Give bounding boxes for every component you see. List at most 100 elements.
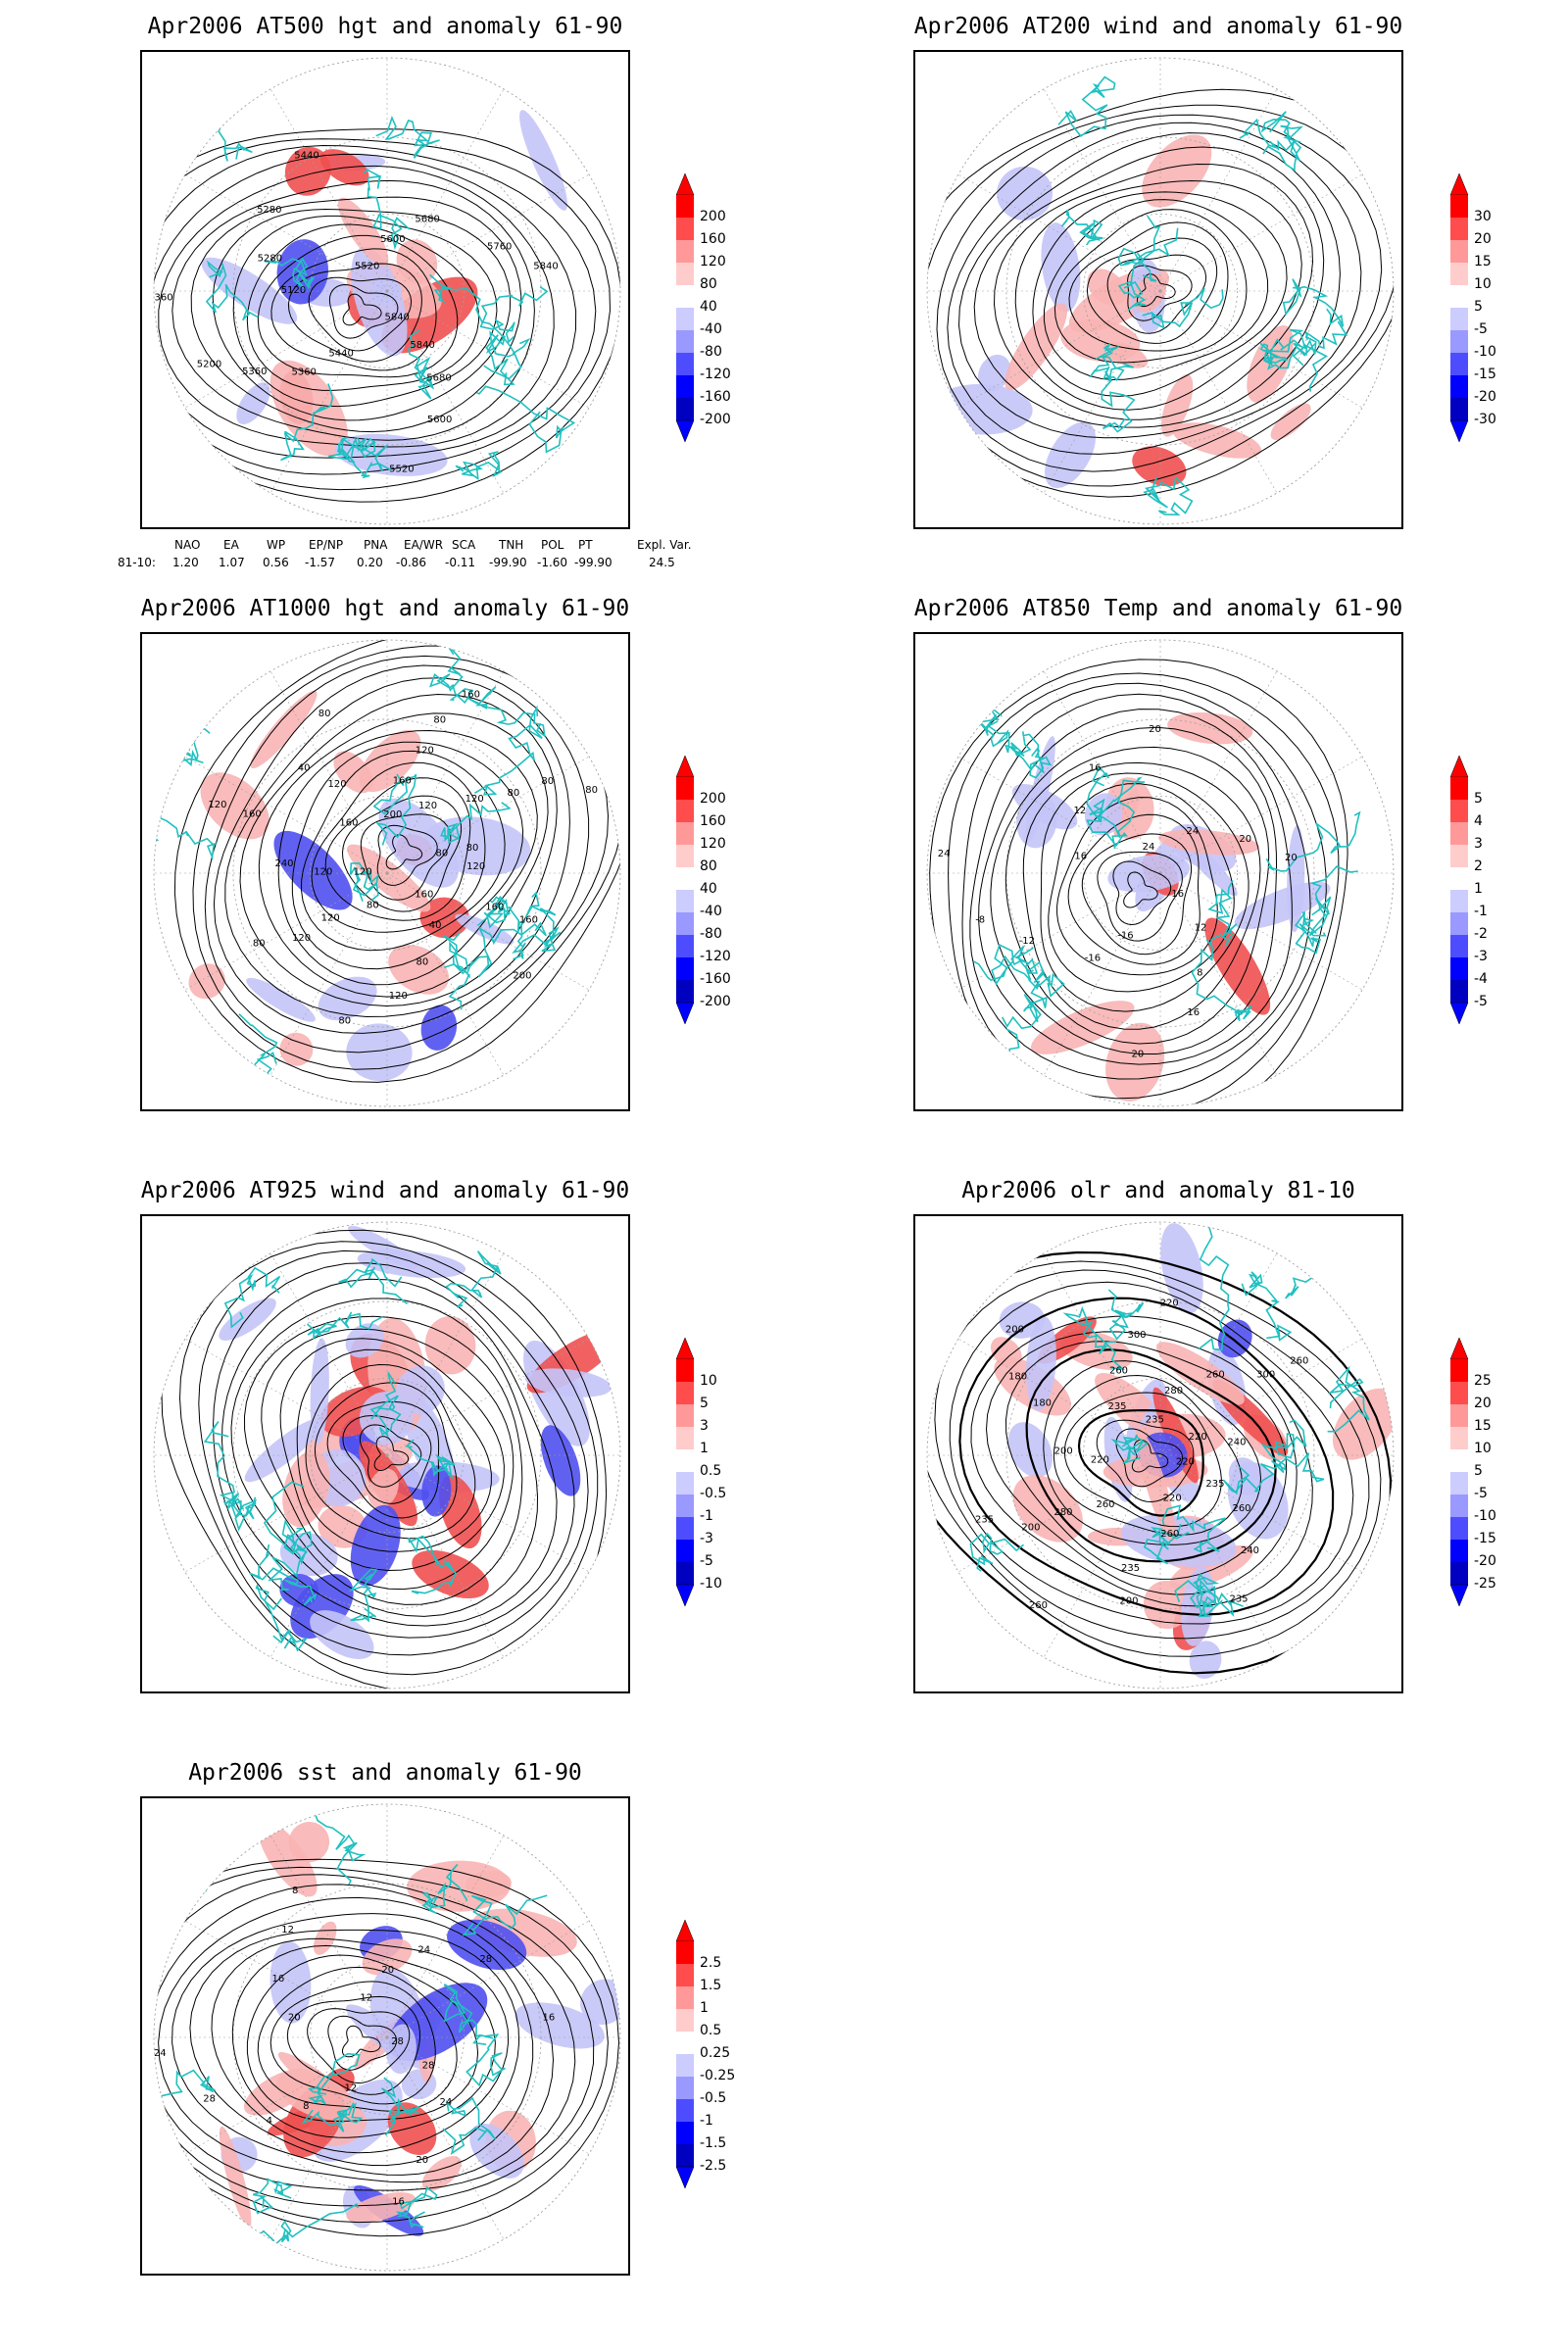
contour-label: 5600: [427, 415, 452, 425]
contour-label: 28: [203, 2093, 216, 2104]
colorbar-tick-label: 5: [1474, 1463, 1483, 1479]
contour-line: [300, 750, 506, 952]
anomaly-shading: [1158, 829, 1259, 856]
colorbar-tick-label: 160: [700, 231, 726, 247]
anomaly-shading: [469, 2123, 524, 2179]
latitude-circle: [310, 1378, 465, 1533]
colorbar-segment: [676, 330, 694, 353]
anomaly-shading: [931, 383, 1033, 435]
coastline: [172, 724, 211, 766]
anomaly-shading: [346, 1023, 413, 1082]
colorbar-tick-label: -4: [1474, 971, 1488, 987]
coastline: [507, 906, 562, 960]
colorbar-tick-label: -160: [700, 389, 731, 405]
colorbar-tick-label: 30: [1474, 209, 1492, 224]
contour-label: 80: [367, 901, 379, 911]
contour-label: 160: [462, 690, 480, 701]
contour-line: [257, 1966, 458, 2112]
colorbar-tick-label: 25: [1474, 1373, 1492, 1389]
colorbar-segment: [676, 1382, 694, 1404]
coastline: [306, 1311, 383, 1340]
contour-label: 235: [1229, 1593, 1248, 1604]
contour-line: [1032, 191, 1288, 397]
contour-label: 20: [1285, 853, 1298, 863]
coastline: [280, 383, 334, 462]
contour-label: 260: [1160, 1529, 1179, 1540]
coastline: [1198, 1222, 1230, 1351]
colorbar-tick-label: -1: [1474, 904, 1488, 919]
coastline: [375, 115, 440, 159]
contour-label: 235: [1121, 1563, 1140, 1574]
anomaly-shading: [347, 844, 431, 912]
colorbar-segment: [1450, 1449, 1468, 1472]
anomaly-shading: [284, 146, 331, 196]
polar-map: 80 120 160 160 200 160 40 80 120 80 80 120 120 80 120 1…: [153, 639, 621, 1107]
colorbar-tick-label: 5: [700, 1396, 709, 1411]
anomaly-shading: [318, 976, 377, 1021]
colorbar-tick-label: -80: [700, 926, 722, 942]
colorbar-segment: [676, 980, 694, 1003]
contour-line: [305, 1363, 476, 1540]
coastline: [479, 286, 549, 344]
coastline: [1060, 209, 1103, 246]
colorbar-tick-label: -120: [700, 367, 731, 382]
coastline: [1010, 945, 1065, 998]
contour-label: 300: [1127, 1330, 1146, 1341]
latitude-circle: [1083, 214, 1238, 368]
map-boundary: [153, 57, 621, 525]
colorbar-tick-label: 1: [700, 2000, 709, 2016]
index-header: Expl. Var.: [637, 538, 692, 552]
colorbar-segment: [1450, 980, 1468, 1003]
colorbar-tick-label: 1.5: [700, 1978, 722, 1993]
anomaly-shading: [276, 239, 328, 305]
anomaly-shading: [244, 1418, 324, 1483]
anomaly-shading: [519, 110, 567, 211]
contour-line: [1112, 860, 1172, 926]
latitude-circle: [310, 796, 465, 951]
contour-line: [970, 1315, 1313, 1607]
coastline: [972, 943, 1039, 986]
index-header: SCA: [452, 538, 476, 552]
colorbar-segment: [1450, 1472, 1468, 1494]
contour-line: [277, 729, 538, 986]
anomaly-shading: [1270, 403, 1311, 440]
colorbar-segment: [676, 1562, 694, 1585]
colorbar: 30 20 15 10 5 -5 -10 -15 -20 -30: [1449, 172, 1496, 465]
contour-label: 160: [415, 889, 433, 900]
colorbar-segment: [676, 777, 694, 800]
colorbar-tick-label: 40: [700, 881, 717, 897]
colorbar-tick-label: 2: [1474, 858, 1483, 874]
contour-line: [1127, 265, 1193, 321]
coastline: [421, 1863, 468, 1914]
anomaly-shading: [997, 166, 1054, 221]
colorbar-tick-label: -80: [700, 344, 722, 360]
colorbar-segment: [676, 1540, 694, 1562]
contour-label: 80: [508, 788, 520, 799]
colorbar-arrow-bottom: [675, 1002, 695, 1025]
contour-label: 5360: [148, 293, 172, 304]
colorbar-segment: [1450, 353, 1468, 375]
contour-line: [958, 1297, 1335, 1616]
coastline: [380, 2077, 420, 2136]
colorbar-tick-label: -40: [700, 321, 722, 337]
contour-line: [957, 132, 1341, 439]
colorbar-segment: [1450, 1562, 1468, 1585]
colorbar-arrow-top: [1449, 1337, 1469, 1360]
contour-line: [373, 1436, 410, 1472]
index-row-label: 81-10:: [118, 556, 156, 569]
coastline: [1265, 810, 1361, 872]
contour-label: 40: [429, 920, 442, 931]
colorbar-segment: [1450, 1359, 1468, 1382]
contour-line: [154, 153, 577, 459]
contour-line: [1096, 1419, 1195, 1503]
colorbar-tick-label: 10: [1474, 1441, 1492, 1456]
colorbar-tick-label: -15: [1474, 367, 1496, 382]
colorbar-tick-label: 20: [1474, 231, 1492, 247]
coastline: [248, 2203, 359, 2258]
latitude-circle: [232, 1883, 542, 2192]
coastline: [328, 436, 376, 463]
contour-label: 5440: [294, 150, 318, 161]
latitude-circle: [232, 1300, 542, 1610]
coastline: [372, 773, 417, 846]
index-value: -99.90: [574, 556, 612, 569]
